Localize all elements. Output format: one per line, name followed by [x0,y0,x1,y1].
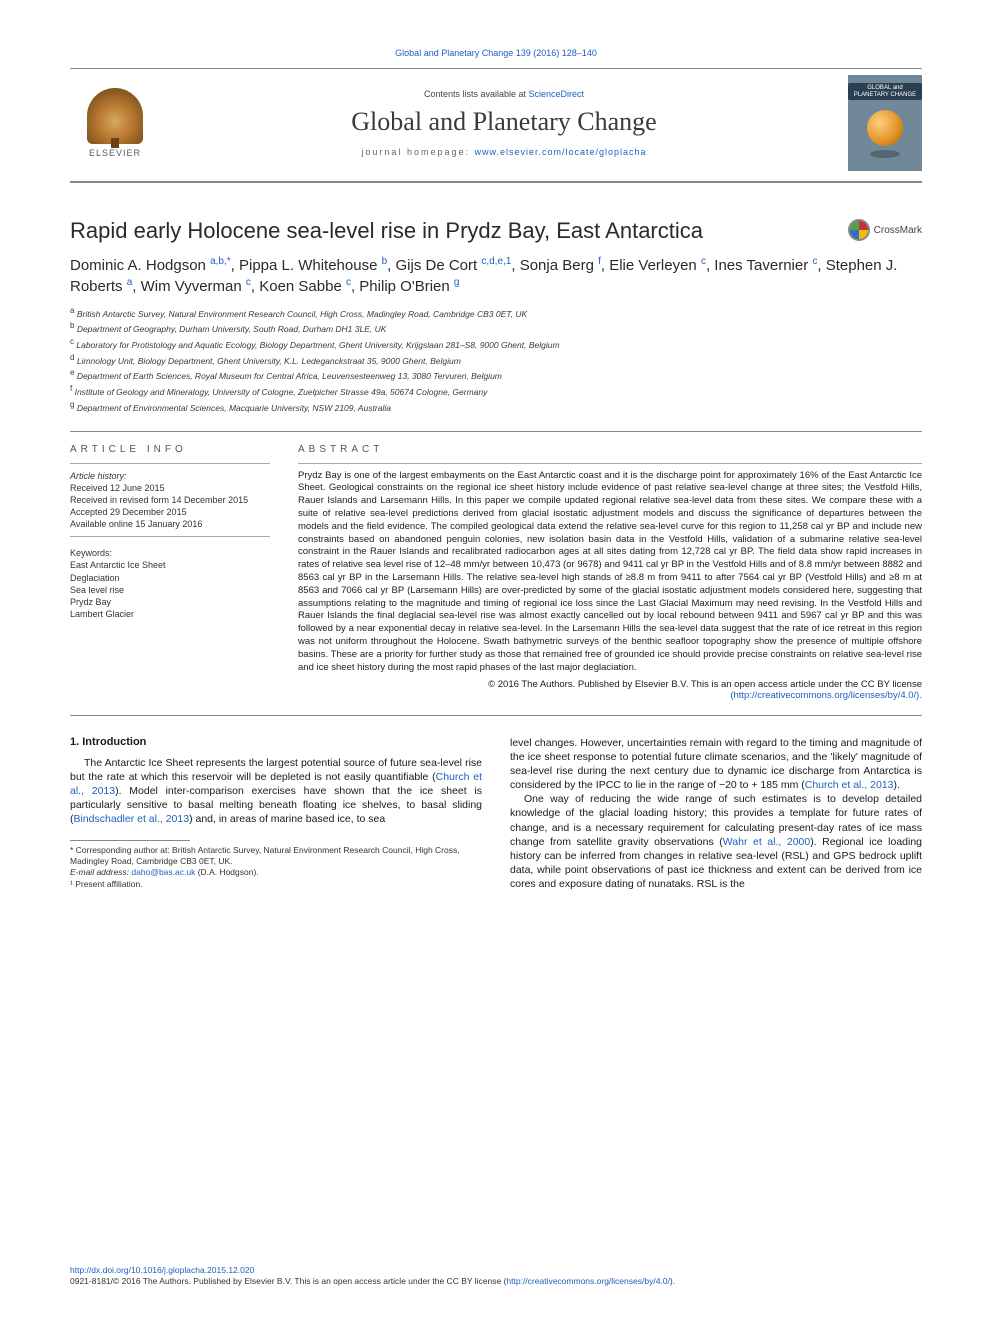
doi-link[interactable]: http://dx.doi.org/10.1016/j.gloplacha.20… [70,1265,254,1275]
history-line: Received in revised form 14 December 201… [70,494,270,506]
crossmark-widget[interactable]: CrossMark [848,219,922,241]
keyword-line: Lambert Glacier [70,608,270,620]
crossmark-label: CrossMark [874,225,922,236]
body-paragraph: One way of reducing the wide range of su… [510,792,922,891]
keyword-line: East Antarctic Ice Sheet [70,559,270,571]
article-info-column: ARTICLE INFO Article history: Received 1… [70,444,270,701]
homepage-line: journal homepage: www.elsevier.com/locat… [170,147,838,157]
crossmark-icon [848,219,870,241]
footer-license-link[interactable]: http://creativecommons.org/licenses/by/4… [506,1276,669,1286]
article-history-block: Article history: Received 12 June 2015Re… [70,470,270,531]
homepage-link[interactable]: www.elsevier.com/locate/gloplacha [474,147,646,157]
body-two-column: 1. Introduction The Antarctic Ice Sheet … [70,736,922,892]
affiliations-list: a British Antarctic Survey, Natural Envi… [70,305,922,415]
abstract-copyright: © 2016 The Authors. Published by Elsevie… [298,679,922,701]
sciencedirect-link[interactable]: ScienceDirect [529,89,585,99]
page-footer: http://dx.doi.org/10.1016/j.gloplacha.20… [70,1265,922,1287]
email-suffix: (D.A. Hodgson). [195,867,258,877]
globe-shadow [870,150,900,158]
title-block: CrossMark Rapid early Holocene sea-level… [70,217,922,415]
contents-available-line: Contents lists available at ScienceDirec… [170,89,838,99]
keyword-line: Deglaciation [70,572,270,584]
issn-suffix: ). [670,1276,675,1286]
history-label: Article history: [70,470,270,482]
copyright-text: © 2016 The Authors. Published by Elsevie… [488,679,922,690]
corr-author-footnote: * Corresponding author at: British Antar… [70,845,482,867]
body-paragraph: The Antarctic Ice Sheet represents the l… [70,756,482,827]
affiliation-line: c Laboratory for Protistology and Aquati… [70,336,922,352]
affiliation-line: b Department of Geography, Durham Univer… [70,320,922,336]
history-line: Received 12 June 2015 [70,482,270,494]
present-affiliation-footnote: ¹ Present affiliation. [70,879,482,890]
abstract-column: ABSTRACT Prydz Bay is one of the largest… [298,444,922,701]
cover-badge-text: GLOBAL and PLANETARY CHANGE [848,83,922,100]
globe-icon [867,110,903,146]
issn-copyright-line: 0921-8181/© 2016 The Authors. Published … [70,1276,506,1286]
publisher-name: ELSEVIER [89,148,141,158]
journal-cover-thumbnail: GLOBAL and PLANETARY CHANGE [848,75,922,171]
body-column-left: 1. Introduction The Antarctic Ice Sheet … [70,736,482,892]
affiliation-line: f Institute of Geology and Mineralogy, U… [70,383,922,399]
citation-link[interactable]: Church et al., 2013 [70,771,482,797]
citation-link[interactable]: Wahr et al., 2000 [723,836,810,848]
footnotes: * Corresponding author at: British Antar… [70,845,482,889]
running-head: Global and Planetary Change 139 (2016) 1… [70,48,922,58]
header-center: Contents lists available at ScienceDirec… [160,89,848,157]
email-label: E-mail address: [70,867,131,877]
article-info-label: ARTICLE INFO [70,444,270,455]
body-column-right: level changes. However, uncertainties re… [510,736,922,892]
keyword-line: Prydz Bay [70,596,270,608]
publisher-logo: ELSEVIER [70,78,160,168]
affiliation-line: d Limnology Unit, Biology Department, Gh… [70,352,922,368]
citation-link[interactable]: Church et al., 2013 [805,779,894,791]
affiliation-line: g Department of Environmental Sciences, … [70,399,922,415]
divider [298,463,922,464]
authors-line: Dominic A. Hodgson a,b,*, Pippa L. White… [70,255,922,297]
history-line: Accepted 29 December 2015 [70,506,270,518]
contents-prefix: Contents lists available at [424,89,529,99]
journal-name: Global and Planetary Change [170,107,838,137]
keywords-label: Keywords: [70,547,270,559]
info-abstract-row: ARTICLE INFO Article history: Received 1… [70,431,922,716]
email-link[interactable]: daho@bas.ac.uk [131,867,195,877]
section-heading: 1. Introduction [70,736,482,748]
divider [70,536,270,537]
citation-link[interactable]: Bindschadler et al., 2013 [74,813,190,825]
abstract-text: Prydz Bay is one of the largest embaymen… [298,470,922,675]
keywords-block: Keywords: East Antarctic Ice SheetDeglac… [70,547,270,620]
email-footnote: E-mail address: daho@bas.ac.uk (D.A. Hod… [70,867,482,878]
abstract-label: ABSTRACT [298,444,922,455]
article-title: Rapid early Holocene sea-level rise in P… [70,217,922,245]
section-title: Introduction [82,736,146,748]
section-number: 1. [70,736,79,748]
license-link[interactable]: (http://creativecommons.org/licenses/by/… [730,690,922,701]
body-paragraph: level changes. However, uncertainties re… [510,736,922,793]
divider [70,463,270,464]
history-line: Available online 15 January 2016 [70,518,270,530]
affiliation-line: e Department of Earth Sciences, Royal Mu… [70,367,922,383]
journal-header: ELSEVIER Contents lists available at Sci… [70,68,922,183]
footnote-rule [70,840,190,841]
keyword-line: Sea level rise [70,584,270,596]
homepage-prefix: journal homepage: [361,147,474,157]
elsevier-tree-icon [87,88,143,144]
affiliation-line: a British Antarctic Survey, Natural Envi… [70,305,922,321]
